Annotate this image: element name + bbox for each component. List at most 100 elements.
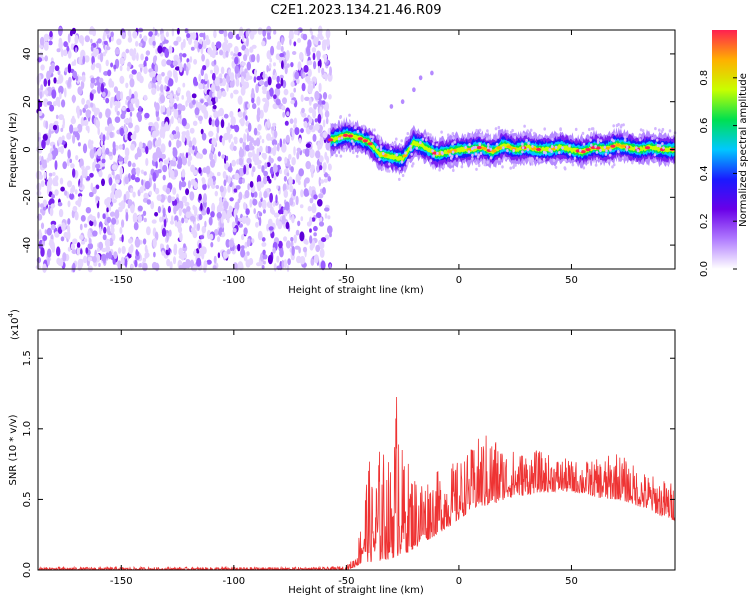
- noise-speckle: [229, 197, 234, 202]
- noise-speckle: [62, 252, 67, 262]
- snr-xtick-label: -50: [338, 576, 354, 587]
- noise-speckle: [54, 189, 59, 196]
- noise-speckle: [88, 30, 94, 35]
- noise-speckle: [400, 160, 404, 164]
- noise-speckle: [234, 172, 240, 181]
- noise-speckle: [111, 198, 117, 204]
- noise-speckle: [108, 177, 113, 186]
- noise-speckle: [74, 189, 78, 195]
- noise-speckle: [238, 217, 243, 222]
- noise-speckle: [223, 179, 227, 187]
- noise-speckle: [283, 88, 289, 96]
- noise-speckle: [182, 38, 186, 49]
- noise-speckle: [272, 247, 276, 254]
- noise-speckle: [551, 137, 554, 141]
- noise-speckle: [81, 97, 85, 105]
- noise-speckle: [111, 170, 115, 176]
- noise-speckle: [379, 141, 382, 145]
- noise-speckle: [254, 68, 257, 78]
- noise-speckle: [388, 162, 391, 166]
- noise-speckle: [563, 166, 567, 170]
- noise-speckle: [504, 156, 508, 160]
- noise-speckle: [310, 31, 314, 36]
- noise-speckle: [488, 136, 491, 140]
- noise-speckle: [215, 84, 220, 92]
- noise-speckle: [290, 81, 295, 87]
- colorbar-tick-label: 0.8: [699, 70, 710, 86]
- noise-speckle: [202, 183, 207, 191]
- noise-speckle: [412, 87, 416, 93]
- noise-speckle: [247, 183, 250, 191]
- noise-speckle: [134, 259, 138, 268]
- noise-speckle: [71, 27, 76, 35]
- noise-speckle: [58, 26, 63, 37]
- noise-speckle: [487, 143, 490, 147]
- noise-speckle: [267, 76, 272, 86]
- noise-speckle: [308, 97, 312, 106]
- noise-speckle: [214, 118, 220, 128]
- noise-speckle: [350, 123, 354, 127]
- noise-speckle: [163, 159, 170, 165]
- noise-speckle: [271, 126, 275, 131]
- signal-peak: [506, 145, 512, 149]
- noise-speckle: [58, 40, 63, 50]
- noise-speckle: [130, 187, 134, 194]
- noise-speckle: [79, 234, 84, 240]
- noise-speckle: [56, 48, 61, 53]
- noise-speckle: [124, 176, 129, 185]
- noise-speckle: [230, 92, 234, 99]
- noise-speckle: [568, 144, 571, 148]
- noise-speckle: [87, 125, 90, 134]
- noise-speckle: [96, 119, 100, 130]
- noise-speckle: [226, 248, 231, 255]
- noise-speckle: [180, 180, 187, 188]
- noise-speckle: [79, 181, 83, 188]
- noise-speckle: [292, 51, 297, 55]
- noise-speckle: [185, 259, 189, 264]
- noise-speckle: [238, 178, 243, 185]
- noise-speckle: [181, 118, 187, 127]
- noise-speckle: [521, 142, 524, 146]
- noise-speckle: [523, 124, 526, 128]
- noise-speckle: [161, 59, 167, 67]
- noise-speckle: [371, 138, 374, 143]
- noise-speckle: [173, 246, 178, 256]
- noise-speckle: [594, 163, 598, 167]
- noise-speckle: [42, 163, 48, 169]
- noise-speckle: [400, 99, 405, 105]
- noise-speckle: [289, 185, 294, 193]
- noise-speckle: [43, 41, 50, 46]
- noise-speckle: [497, 125, 501, 130]
- noise-speckle: [219, 49, 224, 56]
- noise-speckle: [159, 160, 163, 171]
- noise-speckle: [114, 116, 121, 123]
- noise-speckle: [429, 159, 433, 163]
- noise-speckle: [186, 33, 191, 39]
- noise-speckle: [138, 63, 144, 68]
- noise-speckle: [322, 119, 326, 128]
- noise-speckle: [526, 129, 529, 133]
- noise-speckle: [117, 247, 122, 254]
- noise-speckle: [116, 38, 122, 46]
- noise-speckle: [237, 52, 242, 57]
- noise-speckle: [295, 195, 299, 206]
- noise-speckle: [139, 75, 144, 84]
- noise-speckle: [162, 164, 168, 173]
- noise-speckle: [47, 176, 53, 187]
- noise-speckle: [319, 241, 325, 249]
- noise-speckle: [482, 160, 486, 164]
- noise-speckle: [69, 192, 75, 200]
- noise-speckle: [586, 160, 590, 164]
- noise-speckle: [49, 104, 55, 112]
- noise-speckle: [185, 66, 189, 76]
- noise-speckle: [200, 68, 204, 77]
- noise-speckle: [213, 59, 217, 65]
- noise-speckle: [51, 243, 55, 253]
- noise-speckle: [174, 74, 178, 83]
- noise-speckle: [139, 186, 144, 194]
- noise-speckle: [261, 237, 266, 242]
- noise-speckle: [98, 170, 103, 178]
- noise-speckle: [250, 54, 256, 63]
- noise-speckle: [502, 146, 505, 150]
- noise-speckle: [87, 110, 92, 115]
